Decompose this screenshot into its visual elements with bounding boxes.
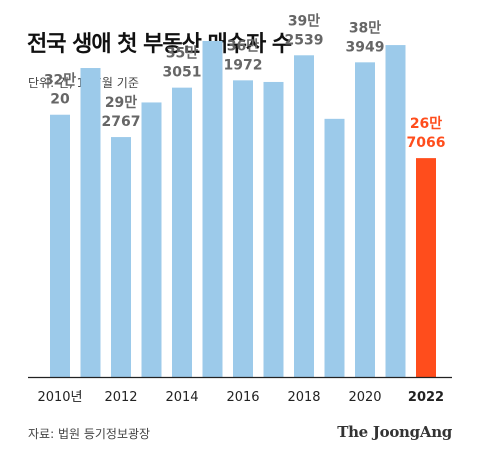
bar-2014 (172, 87, 192, 378)
data-label-2014-2: 3051 (163, 65, 202, 81)
source-note: 자료: 법원 등기정보광장 (28, 427, 151, 441)
x-tick-2012: 2012 (104, 390, 137, 405)
x-tick-2020: 2020 (348, 390, 381, 405)
bar-2019 (324, 118, 345, 377)
bar-2013 (141, 102, 162, 378)
data-label-2022-1: 26만 (410, 116, 442, 132)
data-label-2018-1: 39만 (288, 13, 320, 29)
bar-2021 (385, 45, 406, 378)
chart-title: 전국 생애 첫 부동산 매수자 수 (27, 32, 292, 57)
data-label-2020-2: 3949 (346, 39, 385, 55)
x-tick-2016: 2016 (226, 390, 259, 405)
data-label-2022-2: 7066 (407, 135, 446, 151)
data-label-2010-1: 32만 (44, 73, 76, 89)
bar-2018 (294, 55, 314, 377)
x-tick-2022: 2022 (408, 390, 444, 405)
data-label-2012-1: 29만 (105, 95, 137, 111)
bar-2022 (416, 158, 436, 377)
data-label-2018-2: 2539 (285, 32, 324, 48)
x-tick-2018: 2018 (287, 390, 320, 405)
data-label-2016-2: 1972 (224, 57, 263, 73)
data-label-2010-2: 20 (50, 92, 70, 108)
bar-2010 (50, 114, 70, 377)
bar-2011 (80, 68, 101, 377)
brand-logo: The JoongAng (337, 423, 452, 441)
bar-2017 (263, 81, 284, 378)
data-label-2016-1: 36만 (227, 38, 259, 54)
bar-2016 (233, 80, 253, 378)
bar-2015 (202, 40, 223, 377)
data-label-2020-1: 38만 (349, 20, 381, 36)
x-tick-2014: 2014 (165, 390, 198, 405)
x-tick-2010: 2010년 (37, 390, 82, 405)
bar-2012 (111, 137, 131, 377)
data-label-2014-1: 35만 (166, 46, 198, 62)
data-label-2012-2: 2767 (102, 114, 141, 130)
bar-2020 (355, 62, 375, 377)
